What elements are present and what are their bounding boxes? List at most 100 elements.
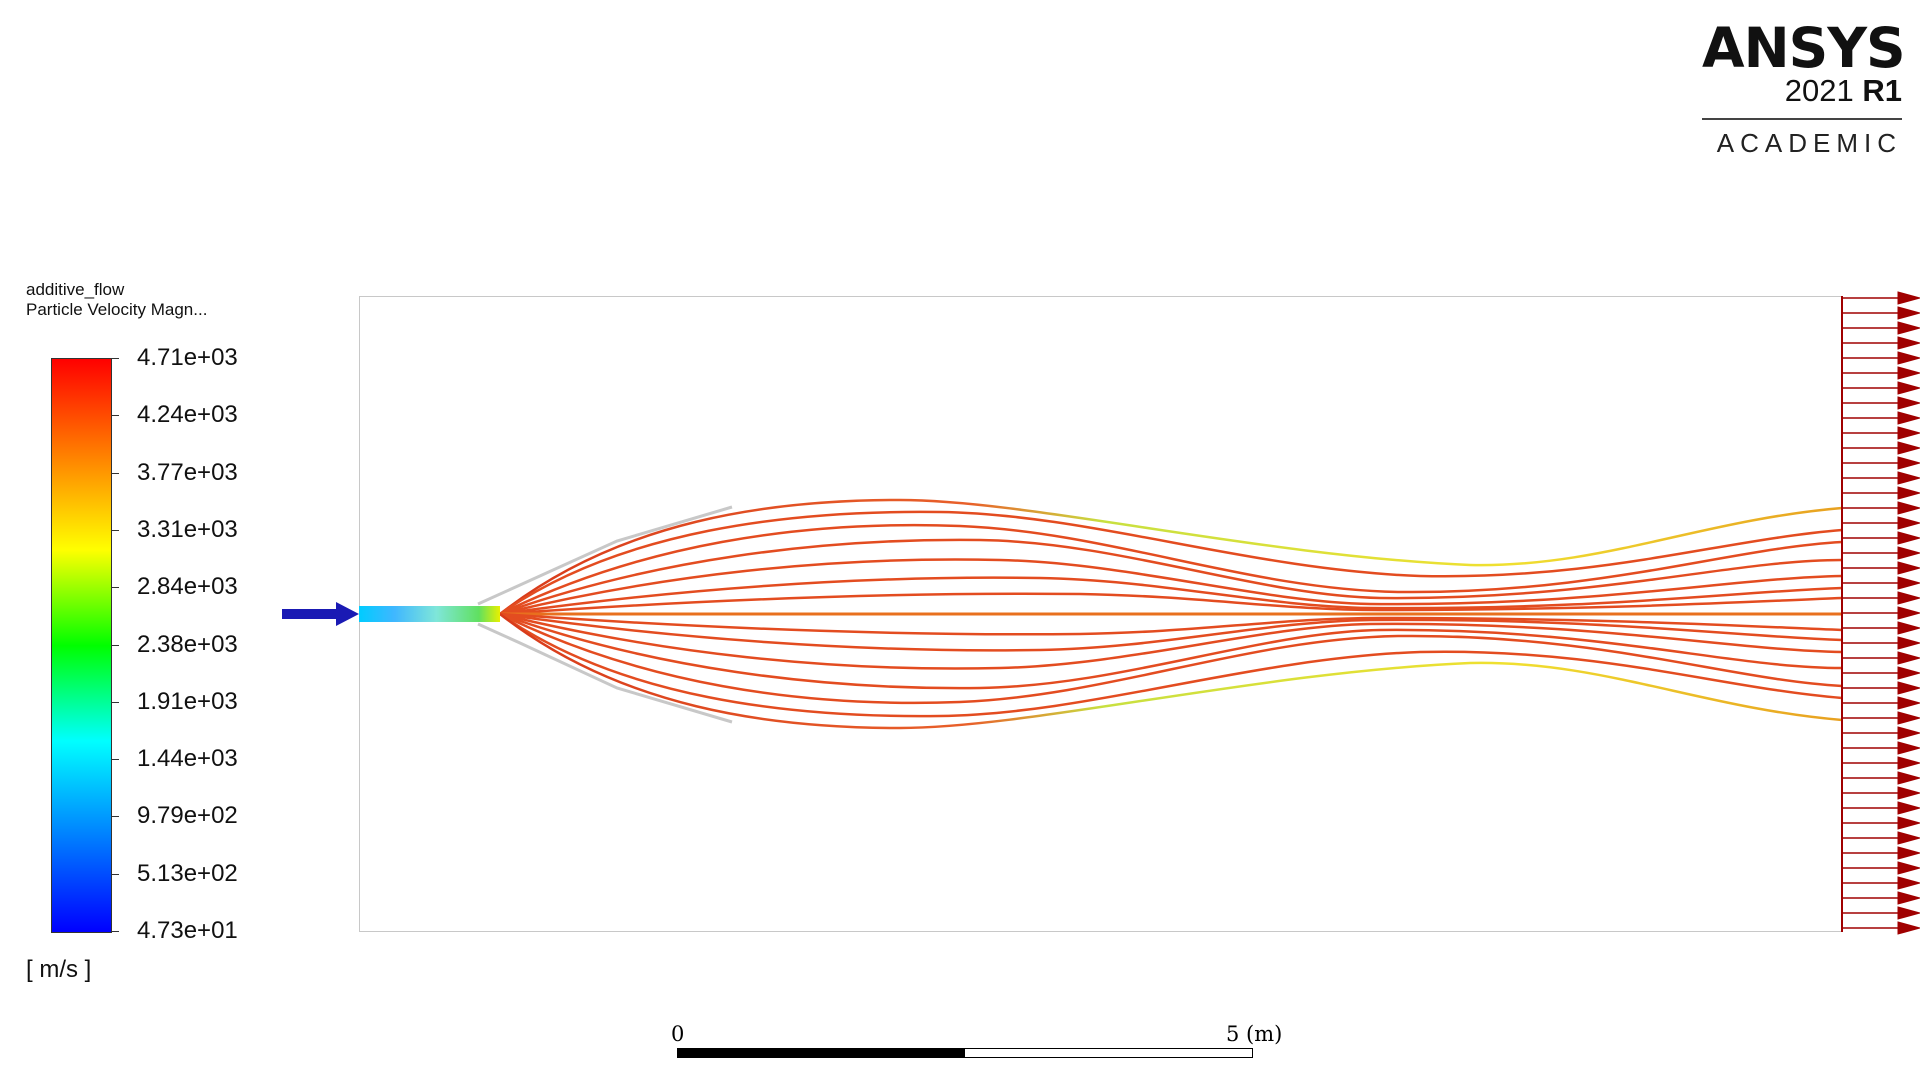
color-bar-tick	[111, 529, 119, 531]
outlet-arrow-head	[1897, 576, 1920, 590]
logo-brand: ANSYS	[1702, 16, 1906, 80]
color-bar-label: 1.44e+03	[137, 745, 238, 773]
color-bar-label: 3.31e+03	[137, 515, 238, 543]
streamline	[499, 612, 1843, 705]
legend-name: additive_flow	[26, 280, 125, 299]
outlet-arrow-head	[1897, 921, 1920, 935]
outlet-arrow-head	[1897, 876, 1920, 890]
color-bar-tick	[111, 472, 119, 474]
outlet-arrow-head	[1897, 336, 1920, 350]
outlet-arrow-head	[1897, 291, 1920, 305]
streamline	[499, 498, 1843, 615]
color-bar-tick	[111, 816, 119, 818]
color-bar-label: 3.77e+03	[137, 458, 238, 486]
color-bar-label: 4.24e+03	[137, 401, 238, 429]
streamline	[499, 558, 1843, 616]
outlet-arrow-head	[1897, 651, 1920, 665]
outlet-arrow-head	[1897, 906, 1920, 920]
streamlines	[499, 498, 1843, 730]
color-bar-label: 2.84e+03	[137, 573, 238, 601]
color-bar-label: 4.71e+03	[137, 344, 238, 371]
outlet-arrow-head	[1897, 306, 1920, 320]
scale-bar	[677, 1048, 1253, 1058]
logo-divider	[1702, 118, 1902, 120]
legend-variable: Particle Velocity Magn...	[26, 300, 208, 319]
color-bar-tick	[111, 701, 119, 703]
outlet-arrow-head	[1897, 516, 1920, 530]
streamline	[499, 510, 1843, 616]
logo-version: 2021 R1	[1702, 74, 1902, 108]
outlet-arrow-head	[1897, 786, 1920, 800]
outlet-arrow-head	[1897, 846, 1920, 860]
outlet-arrow-head	[1897, 771, 1920, 785]
legend-title: additive_flow Particle Velocity Magn...	[26, 280, 207, 320]
color-bar-tick	[111, 873, 119, 875]
outlet-arrow-head	[1897, 741, 1920, 755]
outlet-arrow-head	[1897, 426, 1920, 440]
logo-version-release: R1	[1862, 73, 1902, 108]
outlet-arrow-head	[1897, 486, 1920, 500]
streamline	[499, 612, 1843, 652]
logo-edition: ACADEMIC	[1716, 128, 1902, 158]
streamline	[499, 612, 1843, 670]
outlet-arrow-head	[1897, 591, 1920, 605]
scale-end-label: 5 (m)	[1226, 1022, 1283, 1046]
streamline	[499, 612, 1843, 690]
color-bar-tick	[111, 358, 119, 359]
outlet-arrow-head	[1897, 756, 1920, 770]
outlet-arrow-head	[1897, 441, 1920, 455]
legend-units: [ m/s ]	[26, 956, 92, 983]
streamline	[499, 612, 1843, 636]
streamline	[499, 523, 1843, 616]
outlet-arrow-head	[1897, 666, 1920, 680]
outlet-arrow-head	[1897, 561, 1920, 575]
outlet-arrow-head	[1897, 471, 1920, 485]
outlet-arrows	[1841, 291, 1920, 935]
nozzle-walls	[477, 505, 733, 724]
outlet-arrow-head	[1897, 501, 1920, 515]
outlet-arrow-head	[1897, 891, 1920, 905]
outlet-arrow-head	[1897, 831, 1920, 845]
color-bar	[51, 358, 112, 933]
outlet-arrow-head	[1897, 636, 1920, 650]
outlet-arrow-head	[1897, 531, 1920, 545]
color-bar-tick	[111, 587, 119, 589]
outlet-arrow-head	[1897, 696, 1920, 710]
color-bar-tick	[111, 644, 119, 646]
outlet-arrow-head	[1897, 801, 1920, 815]
color-bar-tick	[111, 415, 119, 417]
outlet-arrow-head	[1897, 321, 1920, 335]
outlet-arrow-head	[1897, 351, 1920, 365]
inlet-arrow	[282, 602, 359, 626]
streamline	[499, 613, 1843, 730]
outlet-arrow-head	[1897, 621, 1920, 635]
outlet-arrow-head	[1897, 726, 1920, 740]
streamline	[499, 576, 1843, 616]
outlet-arrow-head	[1897, 381, 1920, 395]
outlet-arrow-head	[1897, 546, 1920, 560]
outlet-arrow-head	[1897, 411, 1920, 425]
outlet-arrow-head	[1897, 711, 1920, 725]
logo-version-year: 2021	[1784, 73, 1854, 108]
outlet-arrow-head	[1897, 681, 1920, 695]
color-bar-label: 4.73e+01	[137, 917, 238, 944]
color-bar-tick	[111, 931, 119, 932]
outlet-arrow-head	[1897, 366, 1920, 380]
outlet-arrow-head	[1897, 396, 1920, 410]
streamline	[499, 612, 1843, 718]
color-bar-label: 5.13e+02	[137, 859, 238, 887]
color-bar-label: 9.79e+02	[137, 802, 238, 830]
outlet-arrow-head	[1897, 861, 1920, 875]
nozzle-jet	[359, 606, 500, 622]
color-bar-label: 1.91e+03	[137, 687, 238, 715]
outlet-arrow-head	[1897, 816, 1920, 830]
streamline	[499, 538, 1843, 616]
ansys-logo: ANSYS 2021 R1 ACADEMIC	[1702, 16, 1906, 159]
outlet-arrow-head	[1897, 456, 1920, 470]
streamline	[499, 592, 1843, 616]
outlet-arrow-head	[1897, 606, 1920, 620]
color-bar-label: 2.38e+03	[137, 630, 238, 658]
scale-start-label: 0	[671, 1022, 685, 1046]
color-bar-tick	[111, 759, 119, 761]
